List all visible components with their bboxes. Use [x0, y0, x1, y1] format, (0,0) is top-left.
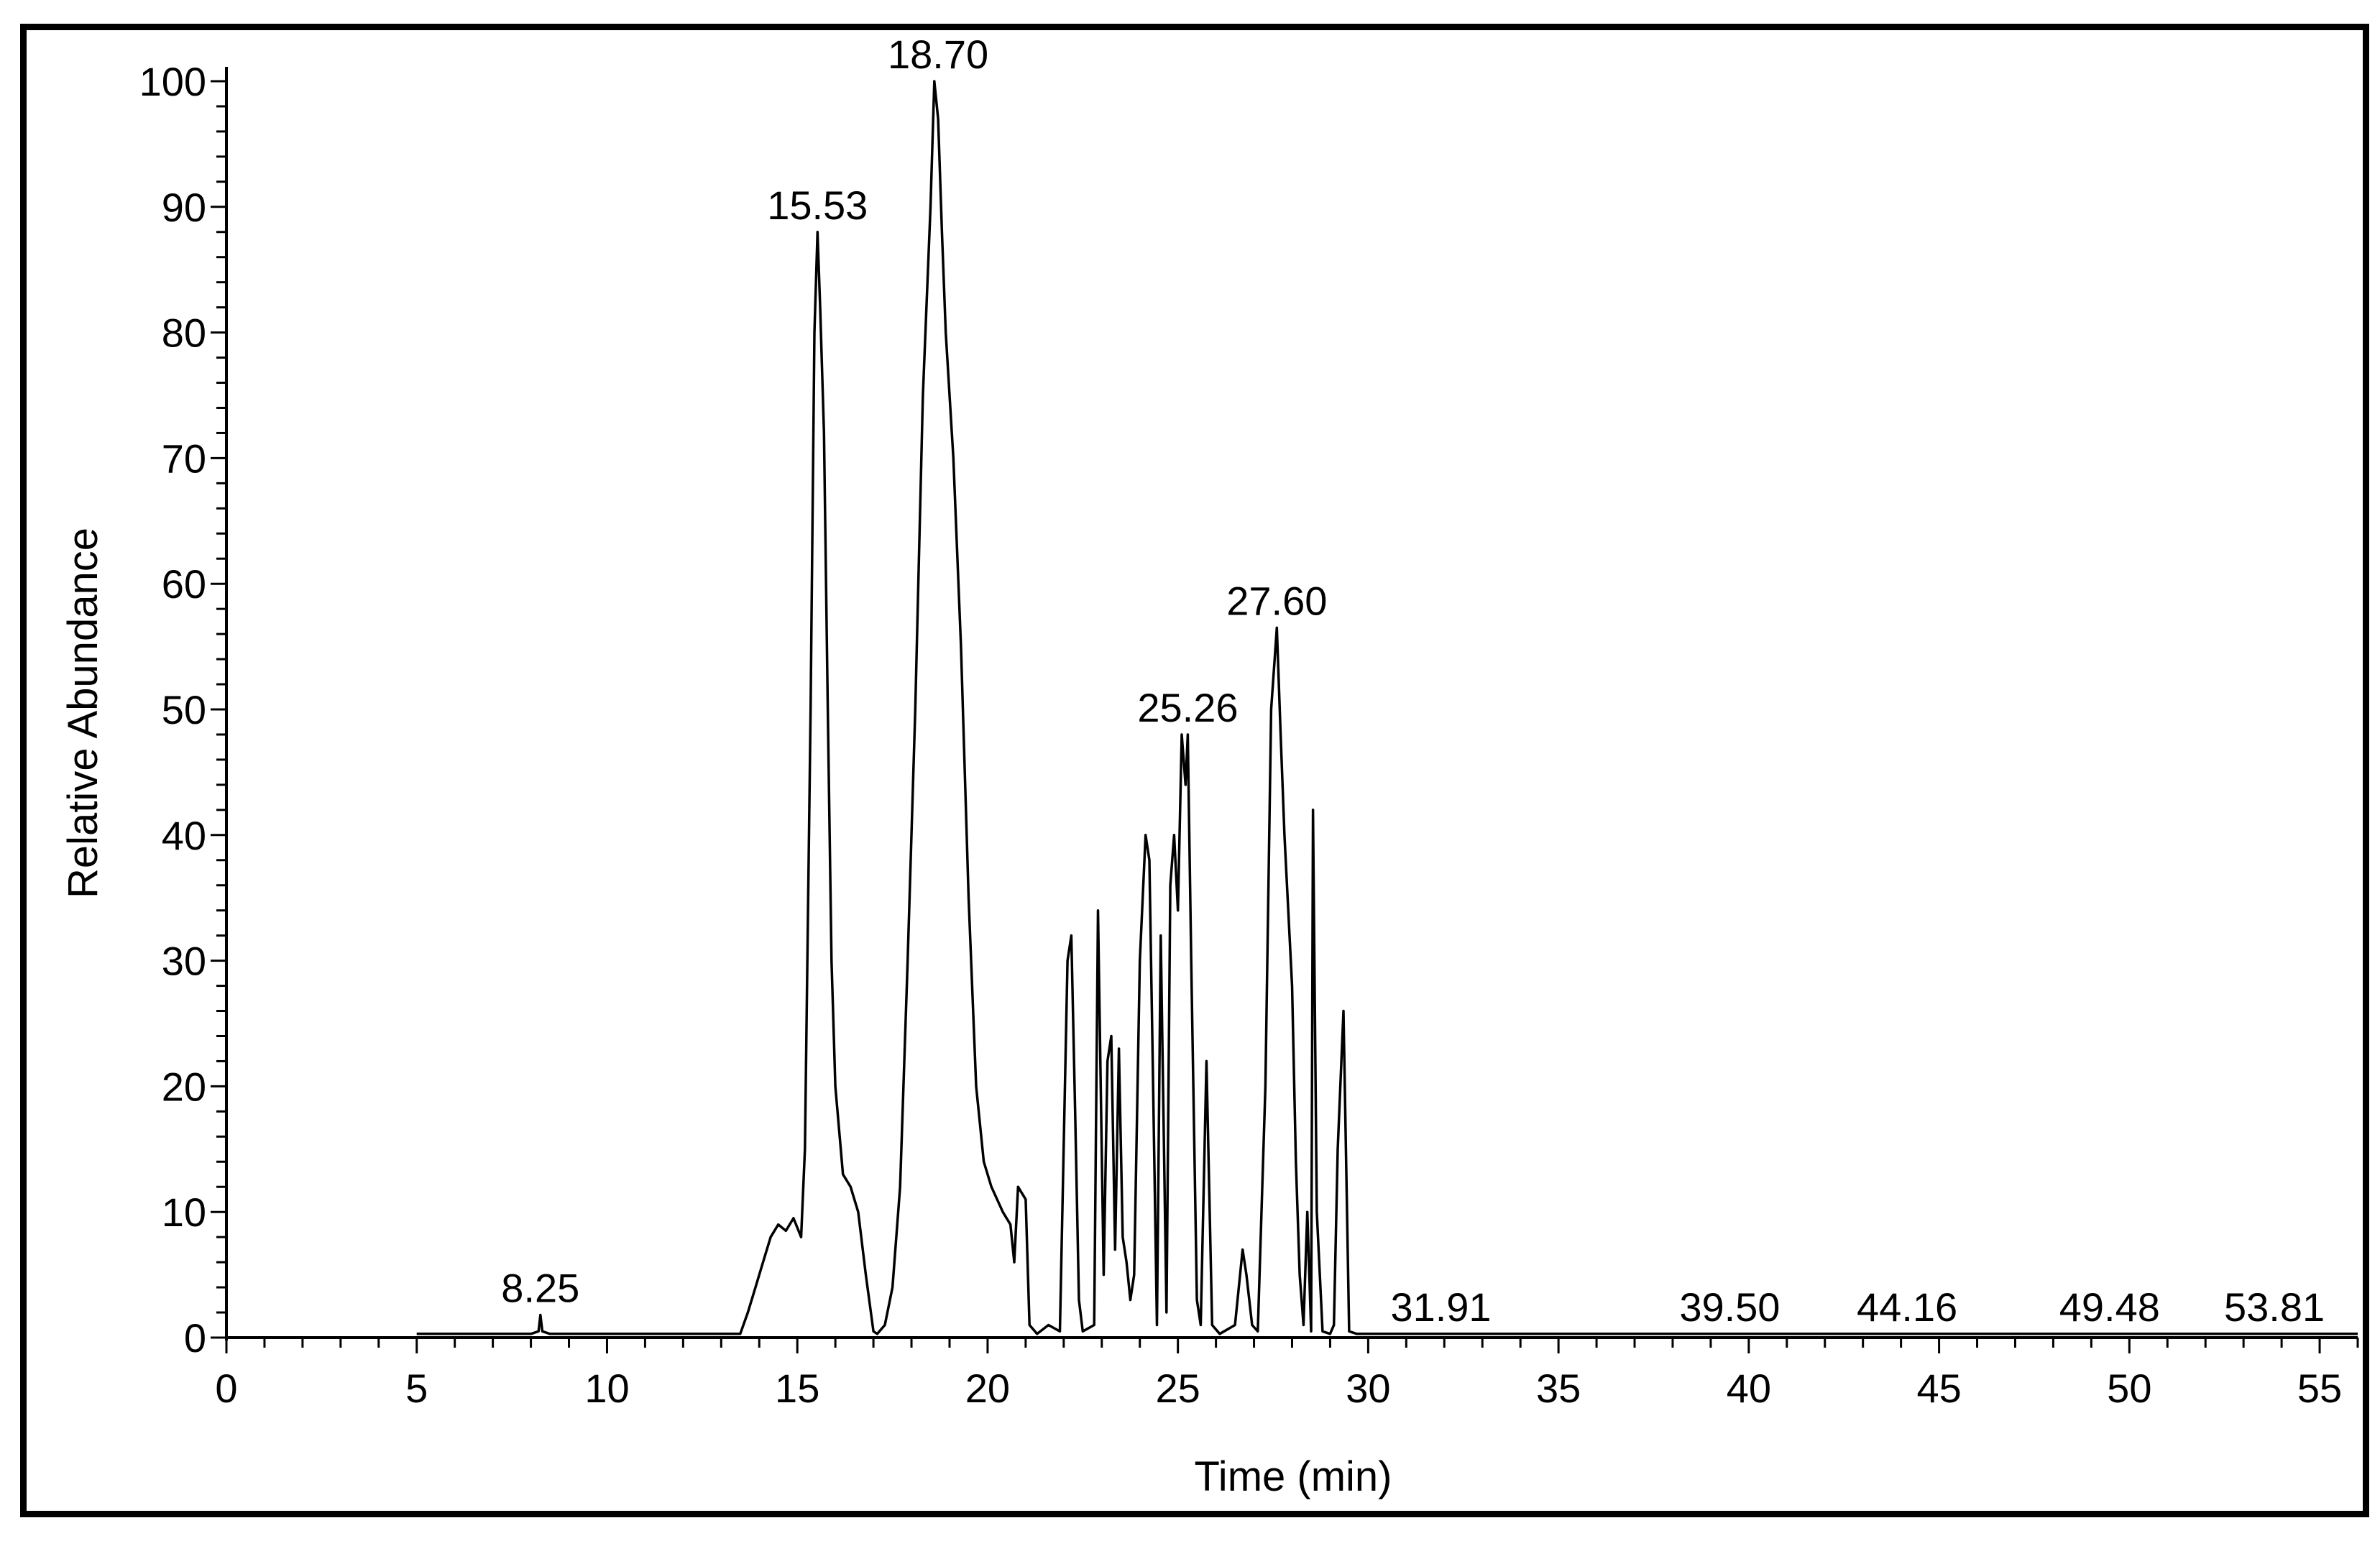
- chart-frame: 0 5 10 15 20 25 30 35 40 45 50 55 0 10 20 30 40 50 60 70 80 9…: [20, 24, 2369, 1517]
- peak-label: 49.48: [2059, 1284, 2160, 1330]
- peak-label: 39.50: [1679, 1284, 1780, 1330]
- peak-label: 8.25: [501, 1266, 579, 1311]
- x-tick-label: 0: [215, 1366, 237, 1411]
- y-tick-label: 60: [162, 561, 206, 607]
- tick-labels: 0 5 10 15 20 25 30 35 40 45 50 55 0 10 20 30 40 50 60 70 80 9…: [139, 59, 2343, 1411]
- peak-labels: 8.25 15.53 18.70 25.26 27.60 31.91 39.50 44.16 4…: [501, 32, 2325, 1330]
- chromatogram-chart: 0 5 10 15 20 25 30 35 40 45 50 55 0 10 20 30 40 50 60 70 80 9…: [60, 32, 2359, 1500]
- x-tick-label: 15: [775, 1366, 819, 1411]
- peak-label: 31.91: [1390, 1284, 1491, 1330]
- x-tick-label: 45: [1916, 1366, 1961, 1411]
- axes: [225, 67, 2358, 1340]
- tick-marks: [211, 80, 2359, 1353]
- x-tick-label: 30: [1346, 1366, 1390, 1411]
- x-tick-label: 25: [1156, 1366, 1200, 1411]
- y-axis-label: Relative Abundance: [60, 528, 106, 898]
- y-tick-label: 100: [139, 59, 206, 104]
- peak-label: 53.81: [2224, 1284, 2325, 1330]
- y-tick-label: 90: [162, 185, 206, 230]
- x-tick-label: 55: [2297, 1366, 2342, 1411]
- y-tick-label: 70: [162, 436, 206, 481]
- x-axis-label: Time (min): [1195, 1453, 1392, 1500]
- y-tick-label: 0: [184, 1315, 206, 1361]
- x-tick-label: 50: [2107, 1366, 2151, 1411]
- x-tick-label: 35: [1536, 1366, 1581, 1411]
- x-tick-label: 5: [405, 1366, 428, 1411]
- chromatogram-trace: [416, 80, 2358, 1335]
- peak-label: 15.53: [767, 183, 868, 228]
- x-tick-label: 40: [1727, 1366, 1771, 1411]
- peak-label: 44.16: [1857, 1284, 1957, 1330]
- y-tick-label: 10: [162, 1190, 206, 1235]
- x-tick-label: 20: [965, 1366, 1010, 1411]
- y-tick-label: 80: [162, 310, 206, 356]
- peak-label: 27.60: [1226, 578, 1327, 623]
- peak-label: 18.70: [888, 32, 988, 77]
- y-tick-label: 20: [162, 1064, 206, 1109]
- y-tick-label: 40: [162, 813, 206, 858]
- peak-label: 25.26: [1137, 685, 1238, 730]
- y-tick-label: 50: [162, 687, 206, 732]
- x-tick-label: 10: [584, 1366, 629, 1411]
- y-tick-label: 30: [162, 939, 206, 984]
